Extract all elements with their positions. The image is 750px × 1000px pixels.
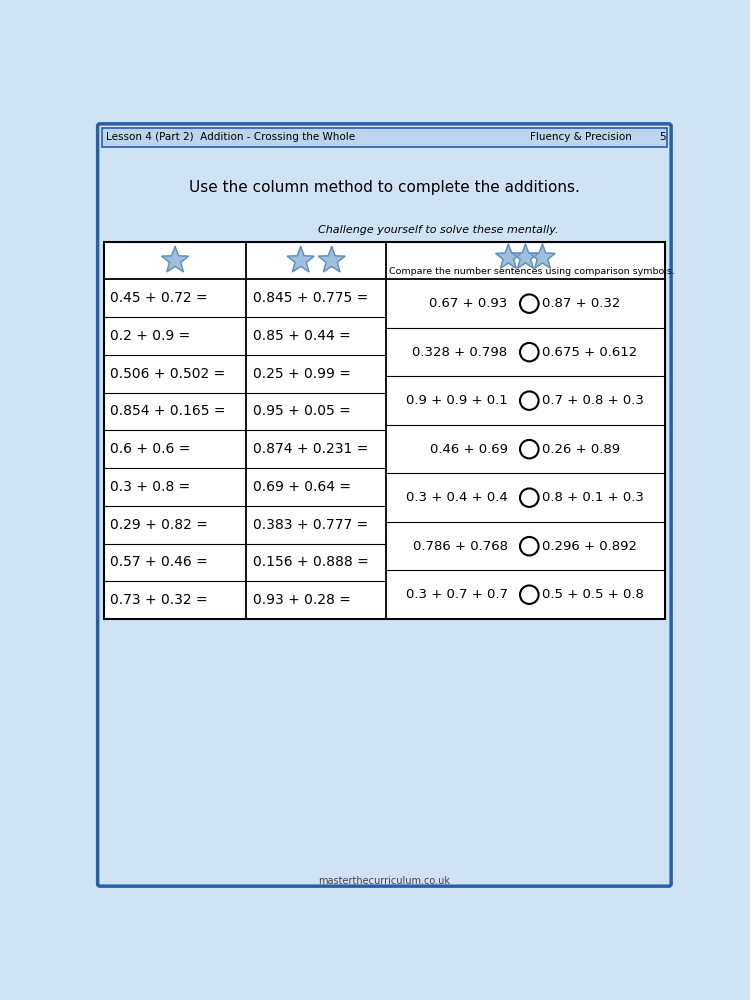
Circle shape — [520, 391, 538, 410]
Text: 0.57 + 0.46 =: 0.57 + 0.46 = — [110, 555, 208, 569]
Circle shape — [520, 294, 538, 313]
Text: Compare the number sentences using comparison symbols.: Compare the number sentences using compa… — [389, 267, 675, 276]
Text: 0.675 + 0.612: 0.675 + 0.612 — [542, 346, 637, 359]
Text: 0.45 + 0.72 =: 0.45 + 0.72 = — [110, 291, 208, 305]
Text: 0.25 + 0.99 =: 0.25 + 0.99 = — [253, 367, 350, 381]
Text: 0.3 + 0.7 + 0.7: 0.3 + 0.7 + 0.7 — [406, 588, 508, 601]
Polygon shape — [530, 244, 555, 268]
Polygon shape — [287, 247, 314, 272]
Text: masterthecurriculum.co.uk: masterthecurriculum.co.uk — [318, 876, 450, 886]
Text: 0.854 + 0.165 =: 0.854 + 0.165 = — [110, 404, 226, 418]
Circle shape — [520, 440, 538, 458]
Text: 0.874 + 0.231 =: 0.874 + 0.231 = — [253, 442, 368, 456]
Circle shape — [520, 488, 538, 507]
Text: 0.506 + 0.502 =: 0.506 + 0.502 = — [110, 367, 225, 381]
Text: 0.95 + 0.05 =: 0.95 + 0.05 = — [253, 404, 350, 418]
Text: 0.8 + 0.1 + 0.3: 0.8 + 0.1 + 0.3 — [542, 491, 644, 504]
Text: 0.156 + 0.888 =: 0.156 + 0.888 = — [253, 555, 368, 569]
Text: 0.6 + 0.6 =: 0.6 + 0.6 = — [110, 442, 190, 456]
Text: 0.85 + 0.44 =: 0.85 + 0.44 = — [253, 329, 350, 343]
Text: 0.67 + 0.93: 0.67 + 0.93 — [429, 297, 508, 310]
Text: 0.383 + 0.777 =: 0.383 + 0.777 = — [253, 518, 368, 532]
Text: 0.786 + 0.768: 0.786 + 0.768 — [413, 540, 508, 553]
Text: 0.845 + 0.775 =: 0.845 + 0.775 = — [253, 291, 368, 305]
Polygon shape — [162, 247, 188, 272]
Text: Fluency & Precision: Fluency & Precision — [530, 132, 632, 142]
Text: 5: 5 — [659, 132, 666, 142]
Text: 0.328 + 0.798: 0.328 + 0.798 — [413, 346, 508, 359]
Bar — [104, 242, 665, 619]
Circle shape — [520, 537, 538, 555]
Text: 0.26 + 0.89: 0.26 + 0.89 — [542, 443, 620, 456]
Polygon shape — [319, 247, 345, 272]
Circle shape — [520, 343, 538, 361]
Text: 0.69 + 0.64 =: 0.69 + 0.64 = — [253, 480, 350, 494]
Text: 0.296 + 0.892: 0.296 + 0.892 — [542, 540, 637, 553]
Bar — [101, 128, 668, 147]
FancyBboxPatch shape — [98, 124, 671, 886]
Text: 0.46 + 0.69: 0.46 + 0.69 — [430, 443, 508, 456]
Text: 0.2 + 0.9 =: 0.2 + 0.9 = — [110, 329, 190, 343]
Text: 0.87 + 0.32: 0.87 + 0.32 — [542, 297, 620, 310]
Polygon shape — [496, 244, 521, 268]
Text: 0.7 + 0.8 + 0.3: 0.7 + 0.8 + 0.3 — [542, 394, 644, 407]
Polygon shape — [513, 244, 538, 268]
Text: 0.9 + 0.9 + 0.1: 0.9 + 0.9 + 0.1 — [406, 394, 508, 407]
Text: 0.3 + 0.4 + 0.4: 0.3 + 0.4 + 0.4 — [406, 491, 508, 504]
Text: Lesson 4 (Part 2)  Addition - Crossing the Whole: Lesson 4 (Part 2) Addition - Crossing th… — [106, 132, 355, 142]
Text: Challenge yourself to solve these mentally.: Challenge yourself to solve these mental… — [318, 225, 559, 235]
Text: Use the column method to complete the additions.: Use the column method to complete the ad… — [189, 180, 580, 195]
Text: 0.5 + 0.5 + 0.8: 0.5 + 0.5 + 0.8 — [542, 588, 644, 601]
Text: 0.3 + 0.8 =: 0.3 + 0.8 = — [110, 480, 190, 494]
Text: 0.73 + 0.32 =: 0.73 + 0.32 = — [110, 593, 208, 607]
Circle shape — [520, 585, 538, 604]
Text: 0.93 + 0.28 =: 0.93 + 0.28 = — [253, 593, 350, 607]
Text: 0.29 + 0.82 =: 0.29 + 0.82 = — [110, 518, 208, 532]
